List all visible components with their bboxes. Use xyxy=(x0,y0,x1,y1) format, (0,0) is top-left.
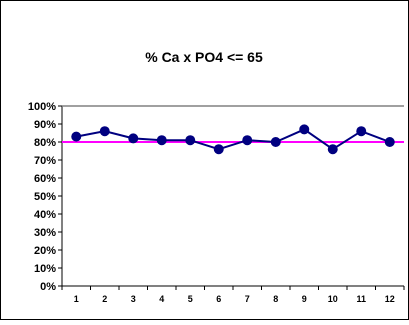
data-point xyxy=(185,135,196,146)
data-point xyxy=(242,135,253,146)
y-tick-label: 10% xyxy=(34,263,56,275)
x-tick-label: 9 xyxy=(302,294,307,304)
data-point xyxy=(270,137,281,147)
y-tick-label: 0% xyxy=(40,281,56,293)
series-layer xyxy=(71,124,395,155)
chart-title: % Ca x PO4 <= 65 xyxy=(145,49,263,65)
data-point xyxy=(384,137,395,147)
x-tick-label: 10 xyxy=(328,294,338,304)
y-tick-label: 100% xyxy=(28,101,56,113)
y-tick-label: 80% xyxy=(34,137,56,149)
data-point xyxy=(99,126,110,137)
y-tick-label: 40% xyxy=(34,209,56,221)
x-tick-label: 7 xyxy=(245,294,250,304)
x-tick-label: 5 xyxy=(188,294,193,304)
data-point xyxy=(213,144,224,155)
y-tick-label: 70% xyxy=(34,155,56,167)
y-tick-label: 60% xyxy=(34,173,56,185)
data-point xyxy=(156,135,167,146)
x-tick-label: 2 xyxy=(102,294,107,304)
axes xyxy=(58,105,405,290)
y-tick-label: 90% xyxy=(34,119,56,131)
x-tick-label: 8 xyxy=(273,294,278,304)
y-tick-label: 30% xyxy=(34,227,56,239)
x-tick-label: 12 xyxy=(385,294,395,304)
data-point xyxy=(327,144,338,155)
y-tick-label: 20% xyxy=(34,245,56,257)
x-tick-label: 3 xyxy=(131,294,136,304)
tick-labels: 0%10%20%30%40%50%60%70%80%90%100%1 2 3 4 5 6 7… xyxy=(28,101,395,304)
data-point xyxy=(299,124,310,135)
data-point xyxy=(128,133,139,144)
data-point xyxy=(356,126,367,137)
x-tick-label: 4 xyxy=(159,294,164,304)
x-tick-label: 1 xyxy=(74,294,79,304)
y-tick-label: 50% xyxy=(34,191,56,203)
data-point xyxy=(71,131,82,142)
x-tick-label: 11 xyxy=(356,294,366,304)
x-tick-label: 6 xyxy=(216,294,221,304)
